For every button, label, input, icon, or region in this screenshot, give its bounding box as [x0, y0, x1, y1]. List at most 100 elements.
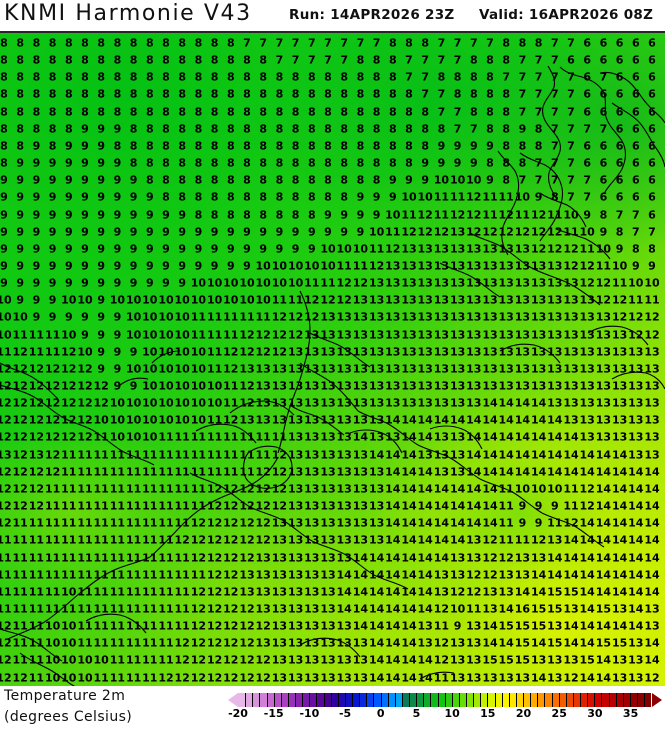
grid-value: 9	[0, 209, 8, 220]
grid-value: 9	[146, 243, 154, 254]
grid-value: 14	[369, 655, 384, 666]
grid-value: 14	[596, 518, 611, 529]
grid-value: 13	[320, 363, 335, 374]
grid-value: 15	[580, 655, 595, 666]
grid-value: 7	[567, 158, 575, 169]
grid-value: 11	[29, 586, 44, 597]
grid-value: 11	[466, 603, 481, 614]
grid-value: 13	[450, 260, 465, 271]
grid-value: 6	[648, 89, 656, 100]
grid-value: 11	[61, 483, 76, 494]
grid-value: 9	[162, 243, 170, 254]
grid-value: 11	[29, 621, 44, 632]
grid-value: 9	[146, 209, 154, 220]
grid-value: 12	[29, 381, 44, 392]
grid-value: 9	[454, 140, 462, 151]
grid-value: 13	[401, 346, 416, 357]
legend-bar: Temperature 2m (degrees Celsius) -20 -15-…	[0, 686, 665, 735]
grid-value: 13	[385, 346, 400, 357]
grid-value: 14	[482, 432, 497, 443]
grid-value: 14	[385, 655, 400, 666]
grid-value: 8	[486, 72, 494, 83]
grid-value: 11	[126, 672, 141, 683]
grid-value: 13	[612, 415, 627, 426]
grid-value: 13	[320, 483, 335, 494]
grid-value: 11	[450, 192, 465, 203]
grid-value: 10	[77, 672, 92, 683]
grid-value: 9	[519, 501, 527, 512]
grid-value: 12	[272, 312, 287, 323]
grid-value: 12	[223, 586, 238, 597]
grid-value: 10	[385, 209, 400, 220]
colorbar-cell	[387, 693, 395, 707]
grid-value: 12	[466, 209, 481, 220]
grid-value: 8	[357, 158, 365, 169]
grid-value: 9	[146, 226, 154, 237]
grid-value: 11	[482, 192, 497, 203]
grid-value: 14	[612, 501, 627, 512]
grid-value: 11	[239, 466, 254, 477]
grid-value: 7	[535, 55, 543, 66]
grid-value: 8	[389, 140, 397, 151]
grid-value: 8	[324, 123, 332, 134]
grid-value: 8	[308, 72, 316, 83]
grid-value: 8	[373, 106, 381, 117]
colorbar-cell	[501, 693, 509, 707]
grid-value: 6	[567, 55, 575, 66]
grid-value: 12	[239, 672, 254, 683]
grid-value: 7	[324, 38, 332, 49]
grid-value: 13	[547, 363, 562, 374]
grid-value: 14	[466, 466, 481, 477]
grid-value: 13	[320, 466, 335, 477]
grid-value: 13	[288, 449, 303, 460]
grid-value: 9	[81, 192, 89, 203]
grid-value: 14	[596, 501, 611, 512]
grid-value: 14	[385, 501, 400, 512]
grid-value: 12	[191, 535, 206, 546]
grid-value: 15	[499, 621, 514, 632]
grid-value: 7	[551, 175, 559, 186]
grid-value: 11	[175, 552, 190, 563]
grid-value: 8	[324, 89, 332, 100]
grid-value: 13	[531, 329, 546, 340]
grid-value: 6	[616, 72, 624, 83]
grid-value: 8	[259, 209, 267, 220]
grid-value: 8	[308, 175, 316, 186]
grid-value: 13	[547, 329, 562, 340]
colorbar[interactable]	[228, 693, 662, 707]
grid-value: 12	[61, 432, 76, 443]
grid-value: 10	[61, 655, 76, 666]
grid-value: 13	[450, 278, 465, 289]
grid-value: 10	[142, 329, 157, 340]
grid-value: 13	[320, 621, 335, 632]
grid-value: 14	[466, 501, 481, 512]
grid-value: 11	[239, 432, 254, 443]
colorbar-cell	[551, 693, 559, 707]
grid-value: 14	[401, 415, 416, 426]
grid-value: 14	[466, 483, 481, 494]
grid-value: 13	[450, 672, 465, 683]
grid-value: 14	[628, 466, 643, 477]
grid-value: 12	[223, 415, 238, 426]
colorbar-cell	[295, 693, 303, 707]
grid-value: 14	[401, 535, 416, 546]
grid-value: 14	[499, 466, 514, 477]
grid-value: 13	[256, 363, 271, 374]
grid-value: 12	[304, 312, 319, 323]
grid-value: 8	[49, 72, 57, 83]
grid-value: 8	[502, 158, 510, 169]
grid-value: 13	[288, 363, 303, 374]
grid-value: 11	[94, 518, 109, 529]
grid-value: 7	[502, 72, 510, 83]
grid-value: 9	[551, 501, 559, 512]
grid-value: 14	[563, 535, 578, 546]
grid-value: 13	[547, 621, 562, 632]
grid-value: 7	[567, 106, 575, 117]
grid-value: 9	[0, 260, 8, 271]
grid-value: 7	[535, 158, 543, 169]
grid-value: 9	[211, 260, 219, 271]
grid-value: 12	[239, 552, 254, 563]
grid-value: 13	[450, 398, 465, 409]
grid-value: 11	[110, 483, 125, 494]
